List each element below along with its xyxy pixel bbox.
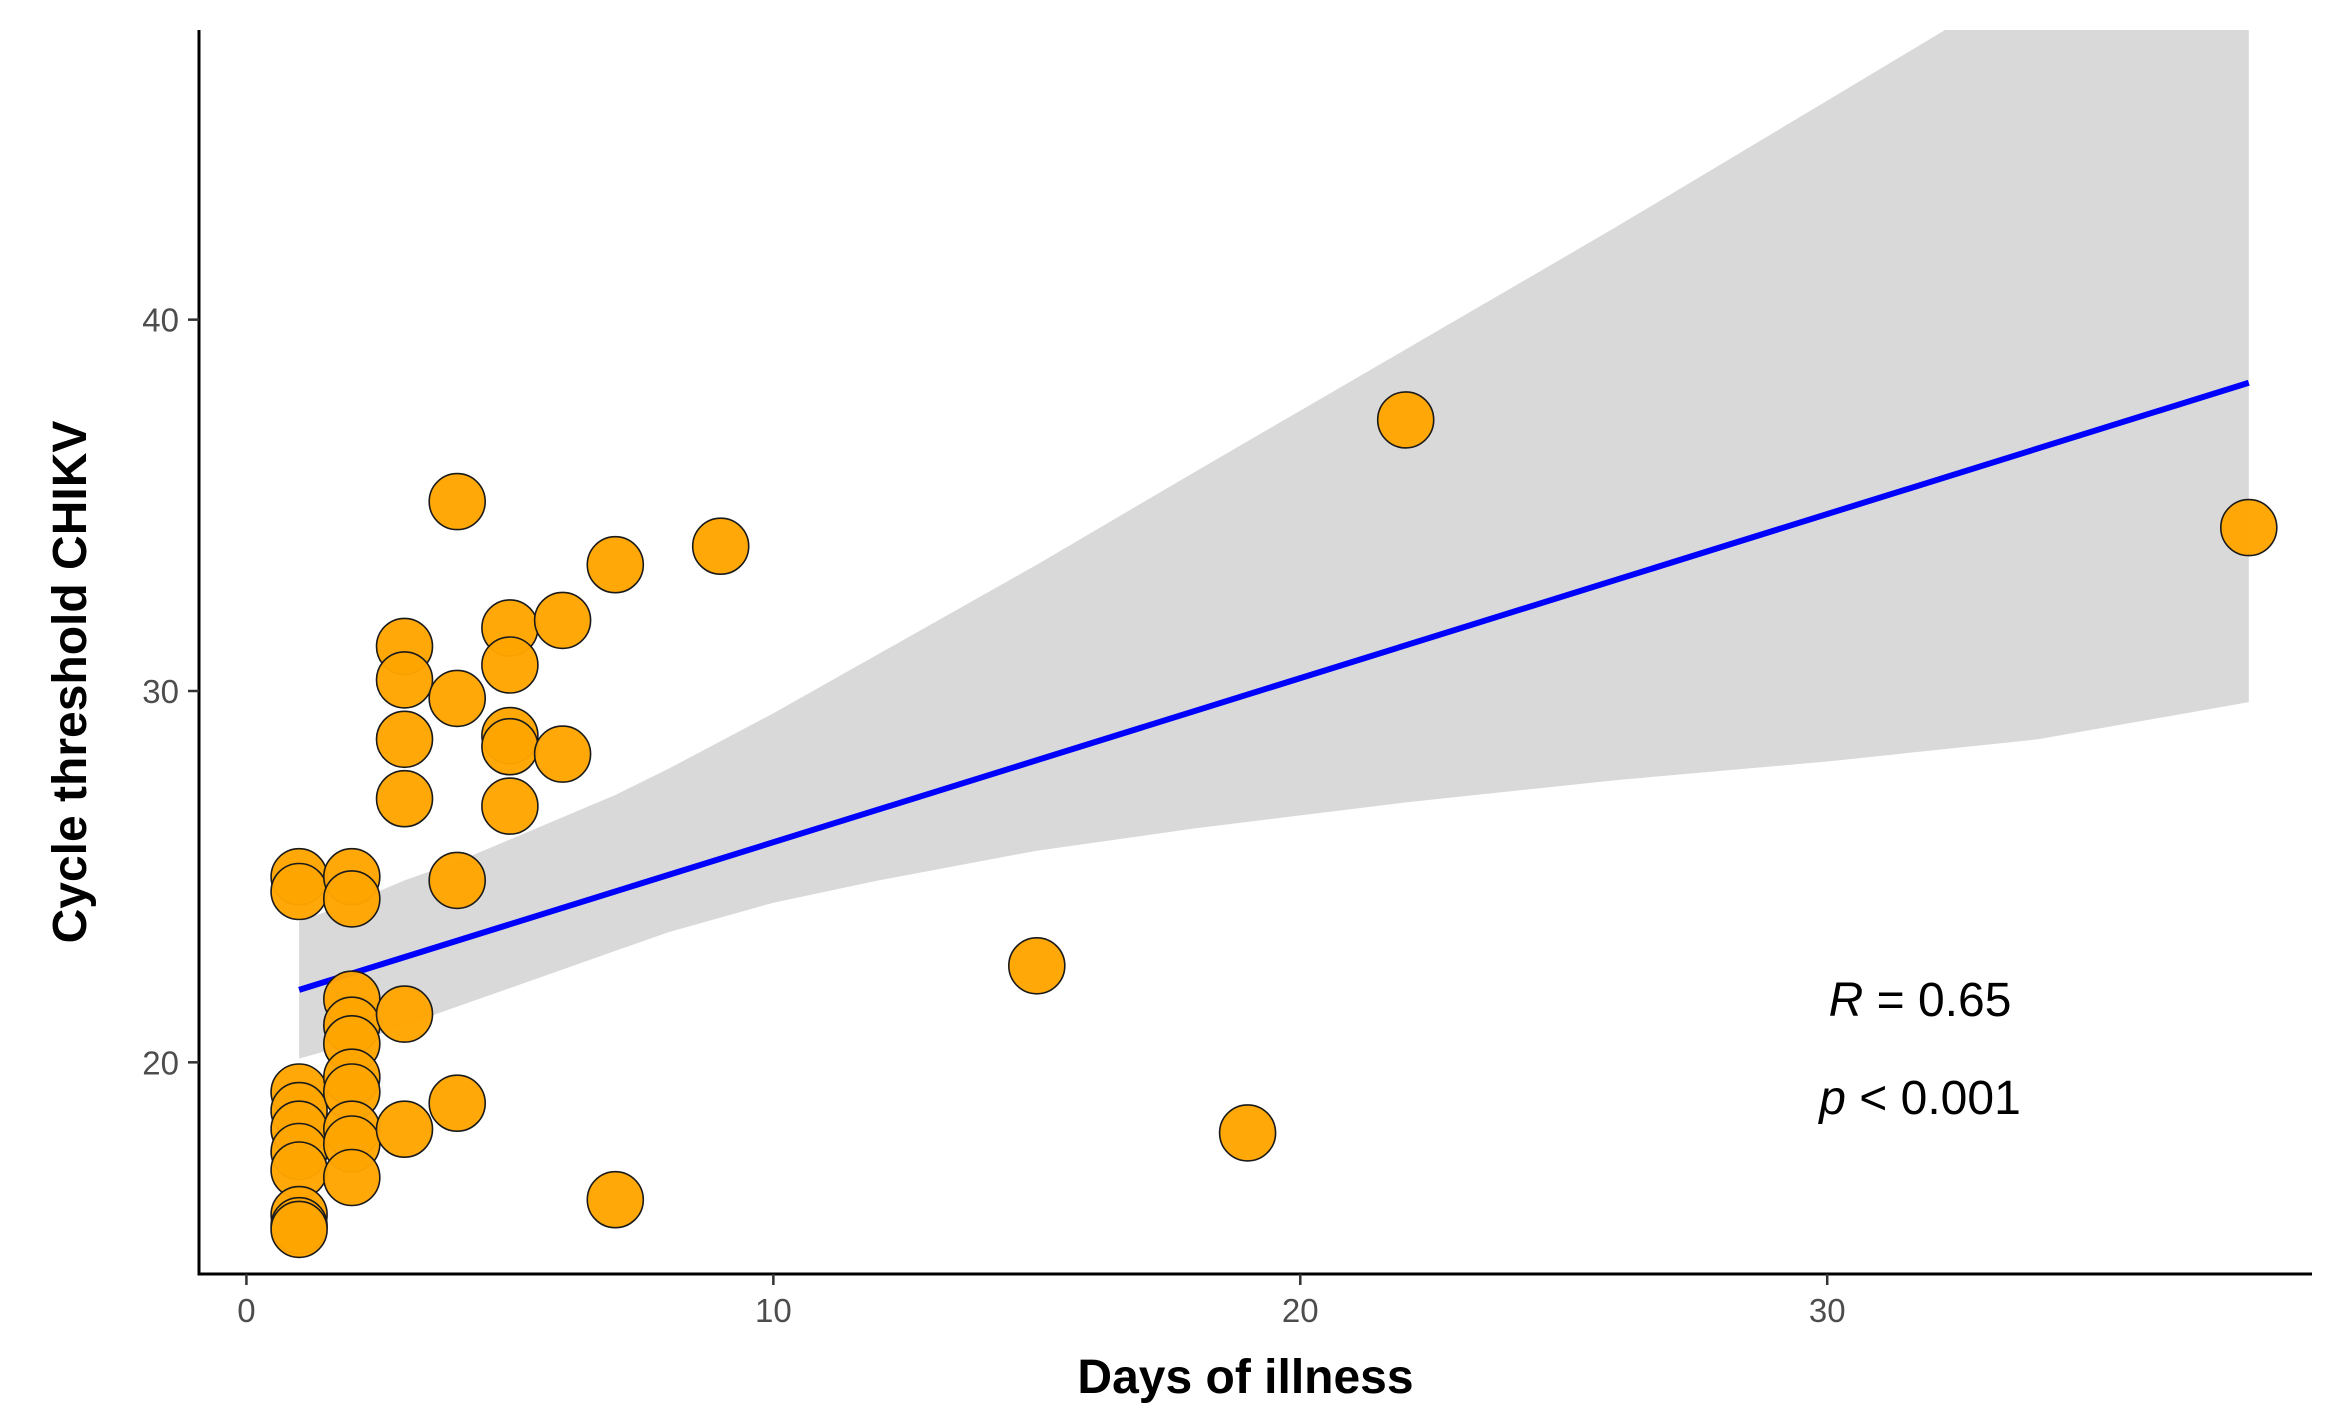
data-point-31 [481,636,539,694]
regression-line [298,379,2250,993]
x-axis-title: Days of illness [1077,1351,1413,1404]
p-value-annotation: p < 0.001 [1817,1072,2021,1125]
x-tick-label-0: 0 [237,1292,255,1329]
data-point-35 [533,591,592,650]
data-point-43 [2220,498,2278,557]
data-point-36 [533,725,592,783]
data-point-40 [1008,936,1066,995]
p-value-operator: < [1846,1072,1901,1125]
ticks-layer: 0 10 20 30 20 30 40 [142,302,1845,1329]
confidence-band [299,30,2249,1059]
data-point-26 [428,472,487,531]
data-point-11 [322,870,381,928]
data-point-37 [586,535,645,594]
x-tick-label-20: 20 [1282,1292,1319,1329]
data-point-42 [1376,391,1435,449]
x-tick-label-10: 10 [755,1292,792,1329]
y-tick-label-20: 20 [142,1044,179,1081]
x-tick-label-30: 30 [1809,1292,1846,1329]
data-point-34 [481,777,539,835]
correlation-value: 0.65 [1918,974,2011,1027]
p-value-value: 0.001 [1901,1072,2021,1125]
data-point-28 [428,851,487,910]
data-points-layer [270,391,2278,1259]
data-point-1 [270,862,328,921]
data-point-29 [428,1074,487,1132]
axes-layer [197,30,2312,1276]
correlation-symbol: R [1829,974,1864,1027]
y-tick-label-40: 40 [142,302,179,339]
data-point-41 [1218,1104,1277,1162]
data-point-22 [375,710,434,769]
data-point-21 [375,651,434,709]
correlation-annotation: R = 0.65 [1829,974,2012,1027]
correlation-operator: = [1863,974,1918,1027]
data-point-27 [428,669,487,728]
data-point-25 [375,1100,434,1158]
p-value-symbol: p [1817,1072,1846,1125]
data-point-33 [481,717,539,776]
data-point-19 [322,1148,381,1207]
confidence-band-layer [299,30,2249,1059]
data-point-24 [375,985,434,1043]
data-point-23 [375,769,434,828]
y-axis-title: Cycle threshold CHIKV [44,421,97,944]
regression-line-layer [298,379,2250,993]
data-point-39 [691,517,750,576]
data-point-38 [586,1170,645,1229]
y-tick-label-30: 30 [142,673,179,710]
data-point-9 [270,1200,328,1259]
